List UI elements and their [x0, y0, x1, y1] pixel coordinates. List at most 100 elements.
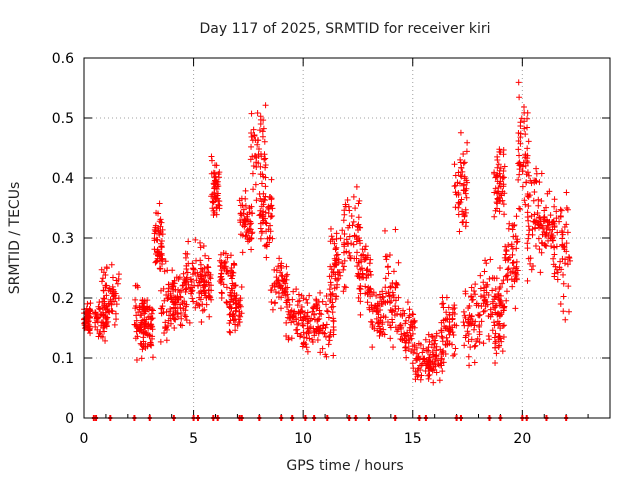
data-point	[271, 266, 278, 273]
data-point	[554, 229, 561, 236]
data-point	[499, 348, 506, 355]
data-point	[495, 161, 502, 168]
data-point	[230, 317, 237, 324]
data-point	[457, 172, 464, 179]
data-point	[248, 230, 255, 237]
data-point	[133, 322, 140, 329]
data-point	[227, 329, 234, 336]
data-point	[472, 281, 479, 288]
data-point	[497, 284, 504, 291]
data-point	[311, 310, 318, 317]
data-point	[455, 204, 462, 211]
data-point	[390, 292, 397, 299]
data-point	[470, 326, 477, 333]
data-point	[462, 290, 469, 297]
data-point	[295, 291, 302, 298]
data-point	[158, 250, 165, 257]
data-point	[461, 173, 468, 180]
data-point	[223, 299, 230, 306]
data-point	[513, 271, 520, 278]
data-point	[252, 137, 259, 144]
data-point	[553, 243, 560, 250]
data-point	[300, 295, 307, 302]
data-point	[322, 351, 329, 358]
data-point	[510, 222, 517, 229]
data-point	[285, 334, 292, 341]
data-point	[177, 294, 184, 301]
data-point	[257, 195, 264, 202]
data-point	[509, 260, 516, 267]
data-point	[284, 271, 291, 278]
data-point	[340, 263, 347, 270]
data-point	[95, 333, 102, 340]
data-point	[357, 224, 364, 231]
data-point	[268, 287, 275, 294]
data-point	[250, 126, 257, 133]
data-point	[535, 202, 542, 209]
data-point	[557, 206, 564, 213]
data-point	[535, 235, 542, 242]
data-point	[551, 244, 558, 251]
data-point	[329, 299, 336, 306]
data-point	[497, 149, 504, 156]
data-point	[328, 233, 335, 240]
data-point	[277, 269, 284, 276]
data-point	[563, 221, 570, 228]
data-point	[549, 235, 556, 242]
data-point	[249, 229, 256, 236]
data-point	[476, 331, 483, 338]
data-point	[497, 325, 504, 332]
data-point	[442, 341, 449, 348]
data-point	[363, 275, 370, 282]
data-point	[102, 271, 109, 278]
data-point	[517, 206, 524, 213]
data-point	[268, 202, 275, 209]
data-point	[271, 284, 278, 291]
data-point	[465, 319, 472, 326]
data-point	[85, 318, 92, 325]
data-point	[525, 255, 532, 262]
data-point	[284, 314, 291, 321]
data-point	[201, 288, 208, 295]
data-point	[148, 310, 155, 317]
data-point	[293, 286, 300, 293]
data-point	[405, 340, 412, 347]
data-point	[357, 311, 364, 318]
data-point	[492, 330, 499, 337]
data-point	[369, 323, 376, 330]
data-point	[135, 309, 142, 316]
data-point	[106, 285, 113, 292]
data-point	[522, 152, 529, 159]
data-point	[346, 207, 353, 214]
data-point	[357, 298, 364, 305]
data-point	[476, 339, 483, 346]
data-point	[465, 330, 472, 337]
data-point	[308, 315, 315, 322]
data-point	[337, 235, 344, 242]
data-point	[461, 187, 468, 194]
data-point	[496, 320, 503, 327]
data-point	[489, 287, 496, 294]
data-point	[528, 213, 535, 220]
data-point	[523, 171, 530, 178]
data-point	[465, 353, 472, 360]
data-point	[207, 275, 214, 282]
data-point	[493, 350, 500, 357]
data-point	[455, 189, 462, 196]
data-point	[529, 231, 536, 238]
data-point	[148, 323, 155, 330]
data-point	[355, 235, 362, 242]
data-point	[334, 269, 341, 276]
data-point	[460, 319, 467, 326]
data-point	[297, 309, 304, 316]
data-point	[202, 272, 209, 279]
data-point	[563, 240, 570, 247]
data-point	[451, 183, 458, 190]
data-point	[341, 211, 348, 218]
data-point	[387, 283, 394, 290]
data-point	[235, 319, 242, 326]
data-point	[563, 189, 570, 196]
data-point	[559, 255, 566, 262]
data-point	[176, 301, 183, 308]
data-point	[433, 369, 440, 376]
